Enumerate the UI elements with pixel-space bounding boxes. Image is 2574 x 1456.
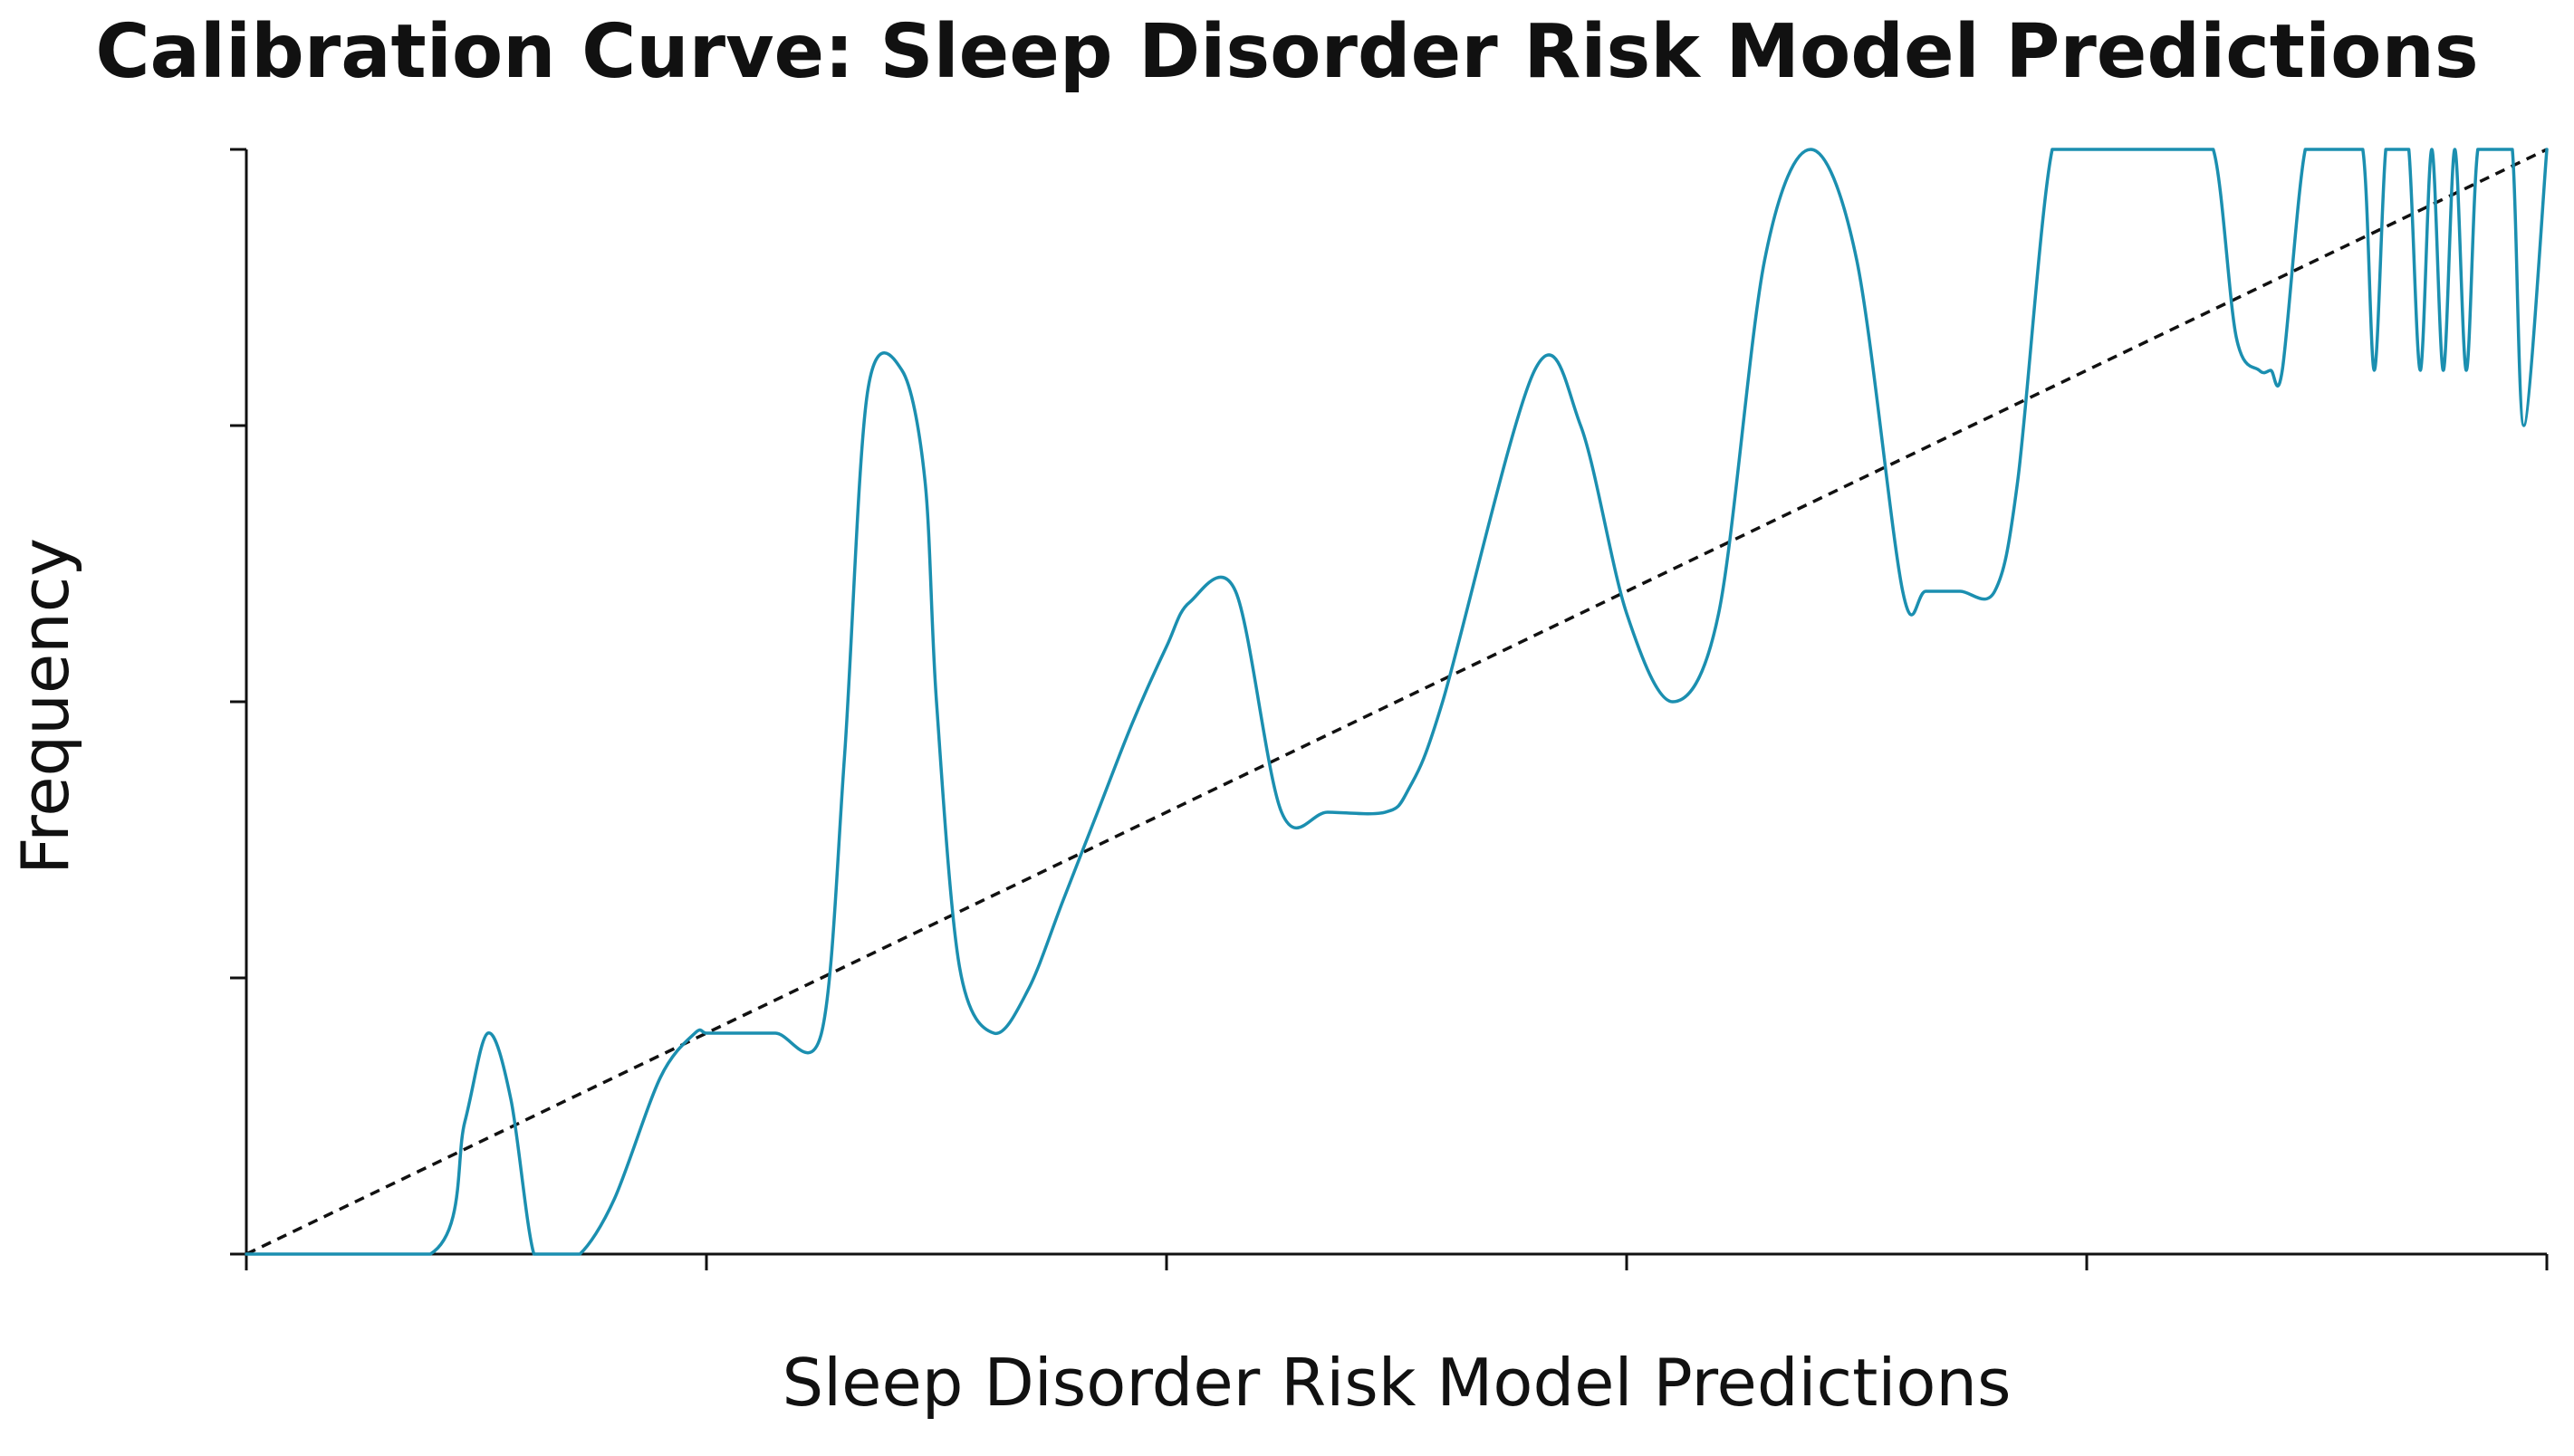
reference-diagonal-line [245, 148, 2548, 1256]
x-axis-label: Sleep Disorder Risk Model Predictions [782, 1345, 2012, 1421]
chart-title: Calibration Curve: Sleep Disorder Risk M… [95, 9, 2479, 95]
y-axis-label: Frequency [7, 538, 83, 875]
calibration-curve-line [245, 148, 2549, 1256]
